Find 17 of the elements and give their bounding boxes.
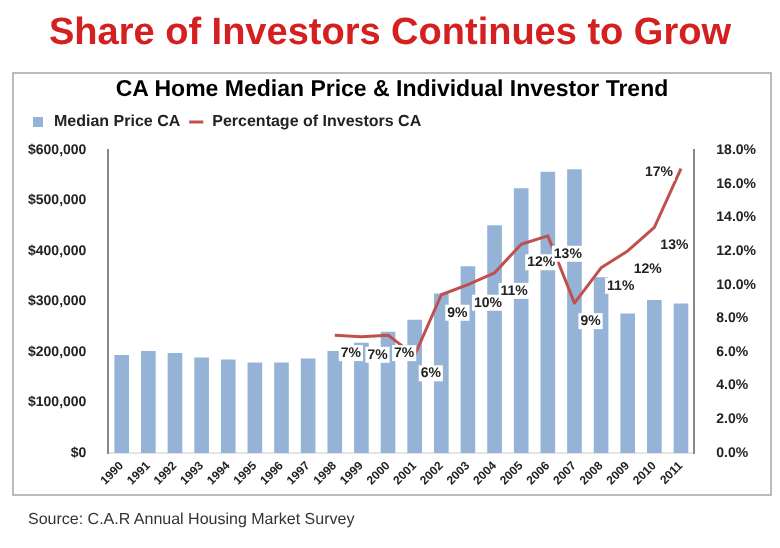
bar [141, 350, 156, 453]
bar [300, 358, 316, 453]
bar [620, 313, 636, 453]
bar [673, 303, 689, 453]
chart-title: Share of Investors Continues to Grow [47, 10, 733, 58]
bar [220, 359, 236, 453]
legend-label: Percentage of Investors CA [212, 112, 422, 131]
bar [647, 299, 662, 453]
source-note: Source: C.A.R Annual Housing Market Survey [28, 510, 355, 528]
chart-subtitle: CA Home Median Price & Individual Investor Trend [113, 78, 671, 102]
bar [114, 354, 130, 453]
bar [167, 352, 183, 453]
legend-label: Median Price CA [54, 112, 181, 131]
bar [194, 357, 209, 453]
bar [274, 362, 289, 453]
bar [327, 350, 343, 453]
bar [247, 362, 263, 453]
